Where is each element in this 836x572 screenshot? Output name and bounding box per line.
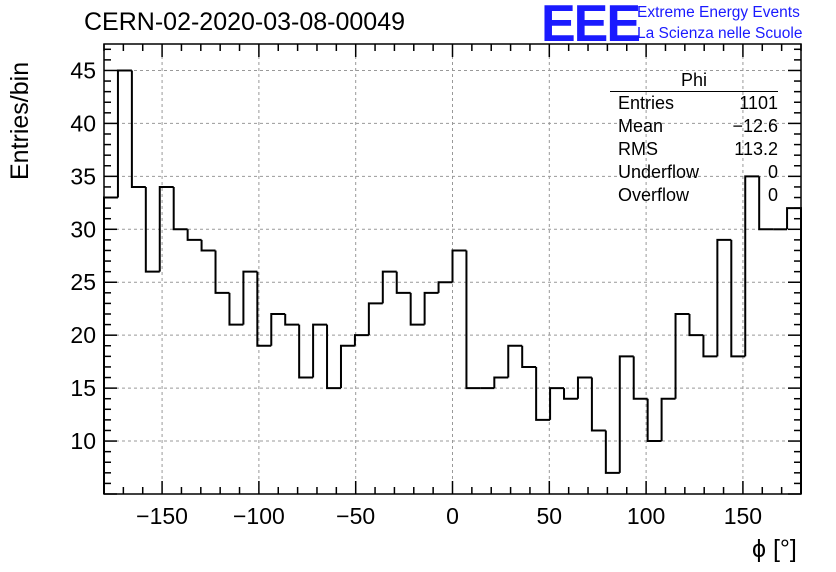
- histogram-bin: [116, 69, 132, 198]
- y-tick-label: 20: [70, 322, 96, 348]
- stats-title: Phi: [610, 70, 778, 92]
- histogram-bin: [618, 355, 634, 473]
- histogram-bin: [646, 398, 662, 443]
- histogram-bin: [200, 239, 216, 252]
- histogram-bin: [702, 335, 718, 358]
- stats-label: RMS: [618, 139, 658, 159]
- eee-logo: EEE: [541, 0, 641, 53]
- logo-line-2: La Scienza nelle Scuole: [637, 25, 803, 42]
- histogram-bin: [507, 344, 523, 378]
- histogram-bin: [730, 239, 746, 358]
- stats-value: 0: [767, 162, 778, 182]
- stats-row-rms: RMS 113.2: [610, 138, 778, 161]
- histogram-bin: [353, 334, 369, 346]
- stats-value: 1101: [739, 93, 778, 113]
- histogram-bin: [298, 324, 314, 379]
- y-tick-label: 35: [70, 163, 96, 189]
- histogram-bin: [409, 292, 425, 326]
- histogram-bin: [130, 70, 146, 188]
- histogram-bin: [214, 250, 230, 294]
- logo-line-1: Extreme Energy Events: [637, 4, 800, 21]
- y-tick-label: 25: [70, 269, 96, 295]
- histogram-bin: [590, 377, 606, 432]
- histogram-bin: [381, 270, 397, 304]
- stats-box: Phi Entries 1101 Mean −12.6 RMS 113.2 Un…: [610, 70, 778, 207]
- stats-label: Overflow: [618, 185, 690, 205]
- x-tick-label: 50: [537, 503, 563, 529]
- x-tick-label: −50: [336, 503, 375, 529]
- x-axis-label: ϕ [°]: [752, 535, 797, 563]
- histogram-bin: [632, 356, 648, 400]
- y-tick-label: 40: [70, 110, 96, 136]
- histogram-bin: [465, 250, 481, 390]
- histogram-bin: [758, 176, 774, 231]
- stats-value: −12.6: [732, 116, 778, 136]
- histogram-bin: [549, 387, 565, 420]
- histogram-bin: [437, 281, 453, 293]
- histogram-bin: [604, 430, 620, 474]
- stats-row-entries: Entries 1101: [610, 92, 778, 115]
- histogram-bin: [284, 314, 300, 326]
- x-tick-label: −100: [233, 503, 285, 529]
- y-axis-label: Entries/bin: [6, 61, 34, 180]
- histogram-bin: [326, 324, 341, 390]
- histogram-bin: [563, 388, 578, 400]
- histogram-bin: [144, 186, 160, 273]
- x-tick-label: 0: [446, 503, 459, 529]
- histogram-bin: [256, 271, 272, 347]
- histogram-bin: [660, 397, 676, 442]
- histogram-bin: [576, 376, 592, 399]
- stats-row-underflow: Underflow 0: [610, 161, 778, 184]
- stats-value: 0: [767, 185, 778, 205]
- histogram-bin: [186, 229, 202, 241]
- histogram-bin: [688, 314, 704, 337]
- axis-ticks: [103, 44, 802, 495]
- y-tick-label: 30: [70, 216, 96, 242]
- tick-labels: −150 −100 −50 0 50 100 150 10 15 20 25 30 35 40 45: [70, 57, 762, 529]
- histogram-bin: [451, 249, 467, 283]
- histogram-bin: [312, 323, 328, 378]
- y-tick-label: 15: [70, 375, 96, 401]
- histogram-bin: [521, 345, 537, 368]
- x-tick-label: 100: [627, 503, 665, 529]
- x-tick-label: 150: [724, 503, 762, 529]
- histogram-bin: [367, 302, 383, 336]
- histogram-bin: [158, 185, 174, 272]
- histogram-bin: [270, 313, 286, 346]
- histogram-bin: [242, 270, 258, 325]
- histogram-bin: [228, 292, 244, 326]
- grid-lines: [104, 44, 801, 494]
- stats-label: Mean: [618, 116, 664, 136]
- histogram-bin: [744, 175, 760, 357]
- stats-row-overflow: Overflow 0: [610, 184, 778, 207]
- histogram-bin: [535, 366, 551, 421]
- stats-row-mean: Mean −12.6: [610, 115, 778, 138]
- histogram-bin: [172, 186, 188, 231]
- histogram-bin: [395, 271, 411, 294]
- x-tick-label: −150: [136, 503, 188, 529]
- histogram-bin: [674, 313, 690, 399]
- y-tick-label: 10: [70, 428, 96, 454]
- histogram-bin: [339, 344, 355, 389]
- histogram-bin: [423, 291, 439, 325]
- y-tick-label: 45: [70, 57, 96, 83]
- stats-value: 113.2: [734, 139, 778, 159]
- histogram-bin: [493, 376, 509, 389]
- histogram-bin: [716, 238, 732, 357]
- stats-label: Entries: [618, 93, 675, 113]
- chart-title: CERN-02-2020-03-08-00049: [84, 8, 406, 36]
- stats-label: Underflow: [618, 162, 700, 182]
